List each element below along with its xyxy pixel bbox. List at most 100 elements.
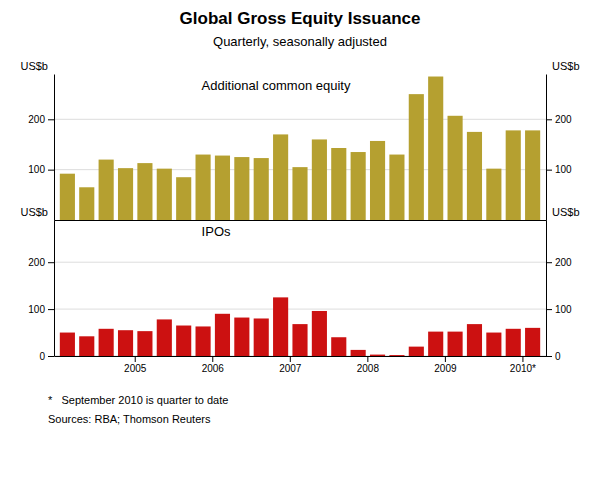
- tick-label: 200: [555, 257, 572, 268]
- tick: 2010*: [510, 356, 536, 374]
- bar: [428, 332, 443, 356]
- tick: 2008: [357, 356, 380, 374]
- bar: [273, 297, 288, 356]
- grid-line: [54, 119, 546, 120]
- bar: [370, 141, 385, 220]
- tick-label: 200: [28, 257, 45, 268]
- bar: [234, 157, 249, 220]
- bar: [118, 168, 133, 220]
- tick: 100: [28, 304, 54, 315]
- bar: [254, 158, 269, 220]
- tick-mark: [445, 356, 446, 362]
- bar: [389, 155, 404, 220]
- bar: [176, 326, 191, 356]
- axis-line: [54, 75, 55, 221]
- tick: 0: [546, 351, 561, 362]
- bar: [409, 94, 424, 220]
- bars: [60, 77, 540, 220]
- tick-label: 200: [28, 114, 45, 125]
- axis-unit: US$b: [552, 206, 580, 218]
- tick: 200: [546, 114, 572, 125]
- tick-mark: [48, 356, 54, 357]
- bar: [351, 350, 366, 356]
- tick-label: 0: [39, 351, 45, 362]
- tick: 100: [546, 164, 572, 175]
- subtitle: Quarterly, seasonally adjusted: [213, 34, 387, 49]
- tick-mark: [48, 309, 54, 310]
- tick: 2009: [434, 356, 457, 374]
- tick: 200: [28, 257, 54, 268]
- bar: [312, 139, 327, 220]
- tick-mark: [546, 119, 552, 120]
- panel: 0 100 200 0 100 200 2005 2006 2007 2008 2009 2010* U…: [20, 206, 579, 374]
- bar: [79, 187, 94, 220]
- tick: 2006: [202, 356, 225, 374]
- tick-label: 2006: [202, 363, 225, 374]
- axis-unit: US$b: [20, 206, 48, 218]
- tick-mark: [212, 356, 213, 362]
- bar: [118, 330, 133, 356]
- tick: 0: [39, 351, 54, 362]
- bar: [525, 130, 540, 220]
- bar: [196, 155, 211, 220]
- bar: [428, 77, 443, 220]
- tick-mark: [48, 262, 54, 263]
- axis-line: [546, 75, 547, 221]
- bar: [60, 333, 75, 356]
- bar: [215, 314, 230, 356]
- grid-line: [54, 262, 546, 263]
- tick-label: 2009: [434, 363, 457, 374]
- panel: 100200100200US$bUS$bAdditional common eq…: [20, 60, 579, 221]
- tick: 2007: [279, 356, 302, 374]
- bar: [60, 174, 75, 220]
- tick-mark: [546, 309, 552, 310]
- tick-mark: [522, 356, 523, 362]
- tick: 100: [28, 164, 54, 175]
- chart: Global Gross Equity IssuanceQuarterly, s…: [0, 0, 600, 480]
- bar: [448, 116, 463, 220]
- tick-label: 2007: [279, 363, 302, 374]
- bar: [99, 160, 114, 220]
- tick-mark: [546, 356, 552, 357]
- axis-unit: US$b: [20, 60, 48, 72]
- y-axis-left: 100 200: [28, 75, 54, 221]
- bar: [467, 324, 482, 356]
- tick-label: 100: [28, 164, 45, 175]
- y-axis-right: 0 100 200: [546, 221, 572, 362]
- tick-label: 100: [555, 304, 572, 315]
- x-axis: 2005 2006 2007 2008 2009 2010*: [55, 356, 547, 374]
- bar: [448, 332, 463, 356]
- bar: [351, 152, 366, 220]
- bar: [137, 331, 152, 356]
- bar: [486, 333, 501, 356]
- bar: [370, 355, 385, 356]
- bar: [273, 134, 288, 220]
- bar: [176, 177, 191, 220]
- axis-line: [54, 221, 55, 357]
- x-axis: [55, 220, 547, 221]
- bar: [292, 167, 307, 220]
- bar: [157, 169, 172, 220]
- bar: [506, 329, 521, 356]
- bar: [99, 329, 114, 356]
- tick-mark: [546, 170, 552, 171]
- y-axis-left: 0 100 200: [28, 221, 54, 362]
- axis-line: [546, 221, 547, 357]
- grid-line: [54, 309, 546, 310]
- bar: [196, 326, 211, 356]
- tick: 2005: [124, 356, 147, 374]
- panel-title: IPOs: [202, 224, 231, 239]
- bar: [137, 163, 152, 220]
- bar: [467, 132, 482, 220]
- bar: [389, 355, 404, 356]
- axis-line: [55, 220, 547, 221]
- bar: [234, 318, 249, 356]
- axis-line: [55, 356, 547, 357]
- bar: [409, 347, 424, 356]
- bar: [312, 311, 327, 356]
- bar: [506, 130, 521, 220]
- tick-mark: [546, 262, 552, 263]
- bar: [486, 169, 501, 220]
- bar: [331, 337, 346, 356]
- y-axis-right: 100 200: [546, 75, 572, 221]
